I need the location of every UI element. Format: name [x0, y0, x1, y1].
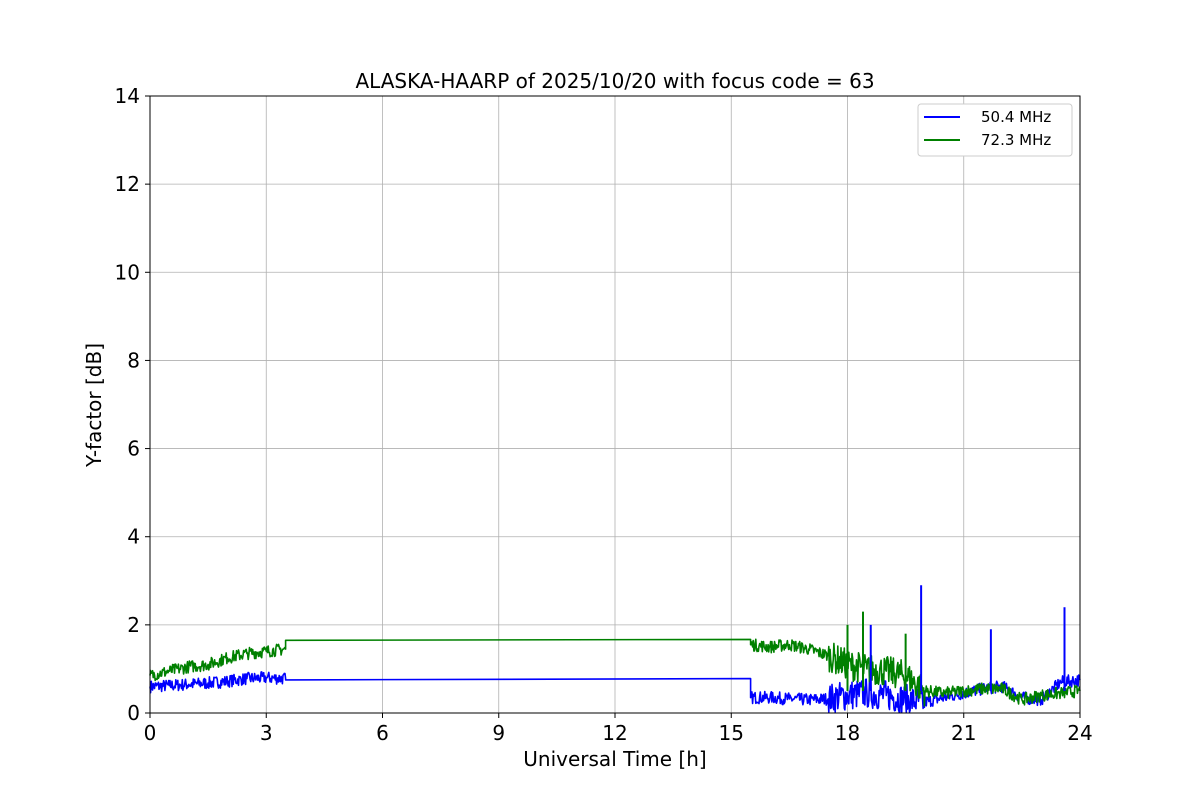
- chart-title: ALASKA-HAARP of 2025/10/20 with focus co…: [355, 69, 874, 93]
- x-tick-label: 9: [492, 721, 505, 745]
- legend-label-2: 72.3 MHz: [981, 131, 1051, 149]
- x-axis-label: Universal Time [h]: [523, 747, 706, 771]
- y-tick-label: 12: [115, 172, 140, 196]
- x-tick-label: 15: [719, 721, 744, 745]
- y-tick-label: 4: [127, 525, 140, 549]
- x-tick-label: 3: [260, 721, 273, 745]
- y-tick-label: 6: [127, 437, 140, 461]
- y-tick-label: 8: [127, 348, 140, 372]
- y-tick-label: 10: [115, 260, 140, 284]
- x-tick-label: 6: [376, 721, 389, 745]
- y-tick-label: 2: [127, 613, 140, 637]
- x-tick-label: 18: [835, 721, 860, 745]
- legend-label-1: 50.4 MHz: [981, 108, 1051, 126]
- plot-area: [149, 585, 1081, 713]
- legend: 50.4 MHz 72.3 MHz: [917, 103, 1073, 157]
- x-tick-label: 21: [951, 721, 976, 745]
- y-axis-label: Y-factor [dB]: [82, 343, 106, 468]
- x-tick-label: 0: [144, 721, 157, 745]
- grid: [149, 95, 1081, 714]
- x-tick-label: 12: [602, 721, 627, 745]
- y-tick-label: 0: [127, 701, 140, 725]
- y-tick-label: 14: [115, 84, 140, 108]
- x-tick-label: 24: [1067, 721, 1092, 745]
